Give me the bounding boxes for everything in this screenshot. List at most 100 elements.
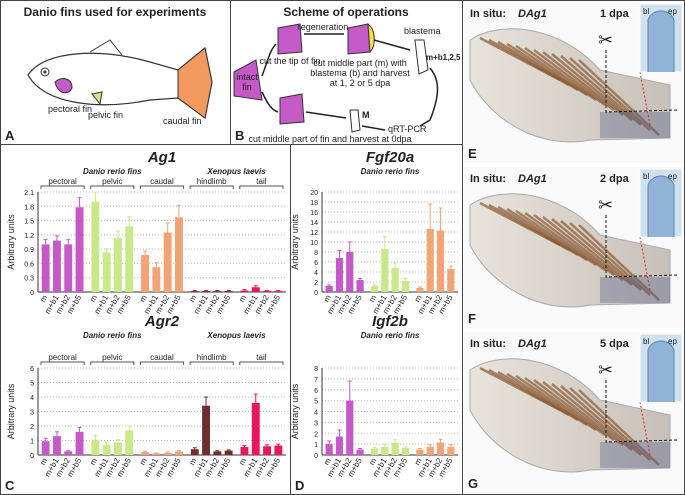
bar <box>335 436 344 455</box>
fin-ray <box>560 220 642 291</box>
scheme-shapes <box>233 22 439 133</box>
bar <box>152 453 161 455</box>
bar <box>91 439 100 455</box>
scissors-icon: ✂ <box>598 30 613 50</box>
bar <box>263 291 272 292</box>
bar <box>391 443 399 455</box>
bar <box>274 291 283 292</box>
fin-ray <box>578 389 660 466</box>
series-bracket <box>139 185 185 189</box>
fin-ray <box>578 59 660 136</box>
series-label: hindlimb <box>197 353 227 362</box>
bar <box>224 291 233 292</box>
scheme-label: intact <box>236 72 258 82</box>
y-axis-label: Arbitrary units <box>6 383 16 439</box>
bar <box>141 254 150 292</box>
y-tick-label: 20 <box>310 190 318 197</box>
photo-gene: DAg1 <box>518 8 547 20</box>
panel-letter: A <box>5 128 15 143</box>
bar <box>436 230 445 292</box>
scissors-icon: ✂ <box>598 195 613 215</box>
fin-ray <box>560 55 642 126</box>
bar <box>391 268 399 292</box>
series-bracket <box>239 185 284 189</box>
photo-stage: 2 dpa <box>600 173 630 185</box>
y-tick-label: 0 <box>30 453 34 460</box>
bar <box>325 286 333 292</box>
series-bracket <box>139 361 185 365</box>
bar <box>240 447 249 455</box>
series-label: hindlimb <box>197 177 227 186</box>
pointer-arrow <box>639 71 651 126</box>
y-tick-label: 12 <box>310 230 318 237</box>
series-bracket <box>90 185 135 189</box>
bar <box>102 444 111 455</box>
bar <box>263 446 272 455</box>
bar <box>346 400 354 455</box>
bar <box>251 402 260 455</box>
bar <box>41 441 50 455</box>
bar <box>401 447 410 455</box>
inset-label: ep <box>668 7 677 16</box>
bar <box>202 291 211 292</box>
group-label: Xenopus laevis <box>206 167 266 176</box>
bar <box>356 280 364 292</box>
fin-ray <box>569 222 651 296</box>
scheme-label: qRT-PCR <box>388 124 427 134</box>
in-situ-panels: bl ep ✂ In situ: DAg1 1 dpa Ebl ep ✂ In situ: DAg1… <box>464 2 683 493</box>
bar <box>401 281 410 292</box>
bar <box>356 449 364 455</box>
y-tick-label: 2.1 <box>24 190 34 197</box>
fin-ray <box>542 381 624 446</box>
y-tick-label: 4 <box>30 395 34 402</box>
scheme-label: M <box>362 110 370 120</box>
y-tick-label: 0 <box>314 290 318 297</box>
panel-title: Scheme of operations <box>283 5 409 19</box>
bar <box>125 226 134 292</box>
series-bracket <box>40 361 85 365</box>
fin-label: caudal fin <box>163 116 202 126</box>
pointer-arrow <box>639 236 651 291</box>
x-tick-label: m <box>413 293 424 304</box>
bar <box>163 232 172 292</box>
bar <box>75 431 84 455</box>
bar <box>52 436 61 455</box>
photo-stage: 1 dpa <box>600 8 630 20</box>
chart-title: Fgf20a <box>366 149 414 166</box>
inset-label: ep <box>668 337 677 346</box>
group-label: Xenopus laevis <box>206 331 266 340</box>
fin-label: pectoral fin <box>48 104 92 114</box>
photo-title: In situ: <box>470 338 506 350</box>
x-tick-label: m <box>187 456 198 467</box>
bar <box>64 244 73 292</box>
y-tick-label: 6 <box>314 260 318 267</box>
scheme-label: cut middle part (m) with <box>313 58 407 68</box>
scheme-label: blastema <box>404 26 441 36</box>
y-tick-label: 0.9 <box>24 247 34 254</box>
stained-region <box>600 277 670 303</box>
y-tick-label: 16 <box>310 210 318 217</box>
y-tick-label: 1.8 <box>24 204 34 211</box>
group-label: Danio rerio fins <box>83 331 142 340</box>
bar <box>274 445 283 455</box>
fin-ray <box>524 211 606 272</box>
inset-tissue <box>647 10 675 72</box>
scheme-label: fin <box>242 82 252 92</box>
bar <box>436 442 445 455</box>
fin-ray <box>506 372 588 427</box>
y-tick-label: 6 <box>30 366 34 373</box>
fin-ray <box>569 387 651 461</box>
bar <box>381 249 389 292</box>
bar <box>202 405 211 455</box>
fin-ray <box>551 383 633 451</box>
bar <box>64 451 73 455</box>
bar <box>113 442 122 455</box>
panel-letter: C <box>5 478 15 493</box>
series-label: pectoral <box>48 177 77 186</box>
x-tick-label: m <box>138 456 149 467</box>
y-tick-label: 2 <box>30 424 34 431</box>
bar <box>251 287 260 292</box>
bar <box>125 430 134 455</box>
scissors-icon: ✂ <box>598 360 613 380</box>
